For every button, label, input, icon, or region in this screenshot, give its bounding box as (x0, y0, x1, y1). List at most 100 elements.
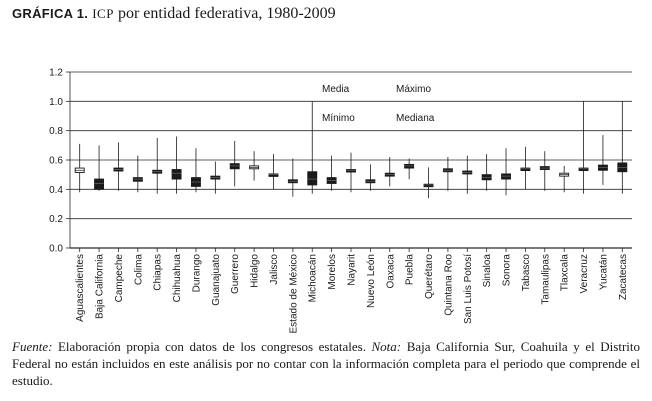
y-tick-label: 0.2 (49, 214, 63, 225)
title-text: por entidad federativa, 1980-2009 (117, 5, 336, 22)
box-3 (132, 155, 143, 193)
y-tick-label: 0.4 (49, 185, 63, 196)
legend-layer: Media Máximo Mínimo Mediana (322, 84, 435, 124)
box-18 (423, 167, 434, 199)
box-body (404, 163, 415, 169)
box-body (152, 169, 163, 174)
icp-boxplot-chart: 0.0 0.2 0.4 0.6 0.8 1.0 1.2 Aguascalientes Baja … (49, 68, 632, 334)
box-body (481, 174, 492, 181)
box-8 (229, 140, 240, 187)
legend-mediana: Mediana (396, 113, 435, 124)
box-12 (307, 101, 318, 194)
box-20 (462, 155, 473, 194)
box-body (210, 175, 221, 180)
box-26 (578, 101, 589, 194)
box-23 (520, 146, 531, 190)
x-tick-label: Campeche (114, 254, 125, 303)
box-27 (597, 135, 608, 185)
x-tick-label: Yucatán (598, 254, 609, 290)
x-tick-label: Sonora (502, 254, 513, 287)
box-body (132, 177, 143, 182)
box-body (268, 173, 279, 177)
y-tick-label: 0.8 (49, 126, 63, 137)
x-tick-label: Oaxaca (385, 254, 396, 289)
x-tick-label: Zacatecas (618, 254, 629, 300)
box-body (346, 169, 356, 173)
x-tick-label: Nuevo León (366, 254, 377, 308)
box-body (539, 166, 550, 170)
x-tick-label: Guerrero (230, 254, 241, 294)
box-10 (268, 154, 279, 190)
box-body (423, 183, 434, 188)
legend-minimo: Mínimo (322, 113, 355, 124)
x-tick-label: Tlaxcala (560, 254, 571, 292)
x-tick-label: Hidalgo (250, 254, 261, 288)
figure-title: GRÁFICA 1. ICP por entidad federativa, 1… (12, 5, 336, 23)
box-17 (404, 158, 415, 180)
x-tick-label: Tamaulipas (540, 254, 551, 305)
x-tick-label: Nayarit (347, 254, 358, 286)
x-tick-label: Baja California (95, 254, 106, 319)
nota-text: Baja California Sur, Coahuila y el Distr… (12, 339, 641, 388)
x-tick-label: Chihuahua (172, 254, 183, 303)
box-5 (171, 136, 182, 194)
box-4 (152, 138, 163, 194)
box-body (617, 162, 628, 173)
box-body (113, 167, 124, 172)
box-15 (365, 164, 376, 191)
box-7 (210, 161, 221, 194)
x-tick-label: Puebla (405, 254, 416, 286)
box-21 (481, 154, 492, 191)
x-tick-label: Aguascalientes (75, 254, 86, 322)
x-tick-label: Morelos (327, 254, 338, 290)
box-body (94, 178, 105, 190)
box-body (597, 164, 608, 171)
nota-label: Nota: (371, 339, 402, 354)
x-tick-label: Jalisco (269, 254, 280, 285)
box-6 (191, 148, 201, 193)
box-body (307, 171, 318, 186)
box-body (171, 169, 182, 180)
box-16 (384, 157, 395, 187)
x-tick-label: Tabasco (521, 254, 532, 292)
box-body (578, 167, 589, 172)
box-0 (74, 143, 85, 193)
x-tick-label: Querétaro (424, 254, 435, 299)
axis-layer: 0.0 0.2 0.4 0.6 0.8 1.0 1.2 Aguascalientes Baja … (49, 68, 629, 334)
legend-maximo: Máximo (396, 84, 431, 95)
y-tick-label: 1.0 (49, 97, 63, 108)
fuente-text: Elaboración propia con datos de los cong… (52, 339, 372, 354)
box-body (326, 177, 337, 184)
y-tick-label: 1.2 (49, 68, 63, 79)
x-tick-label: Chiapas (153, 254, 164, 291)
x-tick-label: Estado de México (288, 254, 299, 334)
box-body (442, 168, 453, 173)
x-tick-label: Michoacán (308, 254, 319, 302)
box-layer (74, 101, 628, 199)
x-tick-label: Guanajuato (211, 254, 222, 306)
figure-label: GRÁFICA 1. (12, 6, 89, 21)
box-body (229, 163, 240, 170)
box-2 (113, 142, 124, 191)
box-28 (617, 101, 628, 194)
x-tick-label: Colima (133, 254, 144, 286)
box-13 (326, 155, 337, 191)
y-tick-label: 0.0 (49, 244, 63, 255)
fuente-label: Fuente: (12, 339, 53, 354)
box-11 (287, 158, 298, 197)
box-9 (249, 151, 260, 181)
y-tick-label: 0.6 (49, 156, 63, 167)
box-1 (94, 145, 105, 191)
box-body (287, 179, 298, 184)
box-22 (501, 148, 511, 196)
box-body (501, 173, 511, 180)
x-tick-label: Sinaloa (482, 254, 493, 288)
x-tick-label: Durango (191, 254, 202, 293)
box-19 (442, 157, 453, 191)
box-body (191, 177, 201, 187)
box-body (462, 170, 473, 175)
x-tick-label: Veracruz (579, 254, 590, 293)
legend-media: Media (322, 84, 350, 95)
box-body (365, 179, 376, 184)
box-body (520, 167, 531, 172)
